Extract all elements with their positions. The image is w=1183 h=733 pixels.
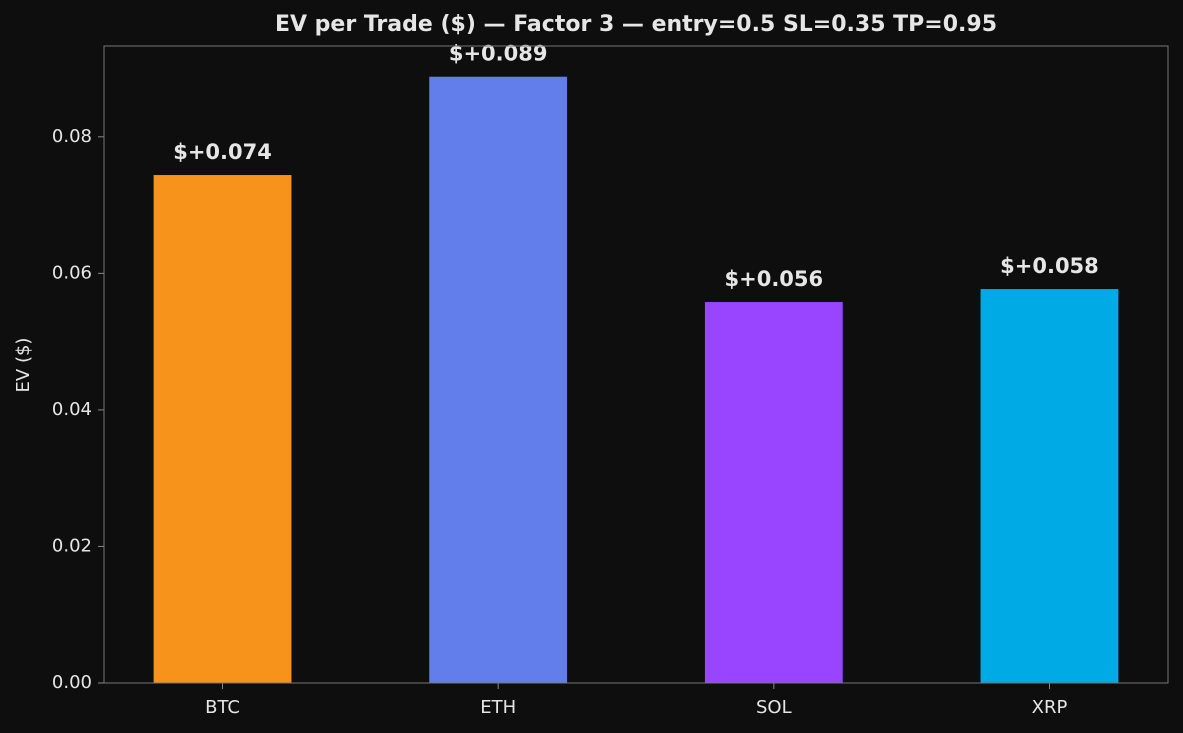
value-label: $+0.089: [449, 42, 548, 66]
bar: [153, 175, 292, 684]
bar: [429, 76, 568, 684]
x-tick-label: XRP: [1032, 697, 1068, 718]
bar: [980, 289, 1119, 683]
y-tick-label: 0.00: [52, 672, 92, 693]
y-tick-label: 0.04: [52, 399, 92, 420]
y-tick-label: 0.08: [52, 126, 92, 147]
value-label: $+0.056: [725, 267, 824, 291]
plot-frame: [103, 45, 1169, 684]
x-tick-label: BTC: [205, 697, 240, 718]
chart-title: EV per Trade ($) — Factor 3 — entry=0.5 …: [275, 12, 997, 37]
y-tick-label: 0.02: [52, 535, 92, 556]
value-label: $+0.074: [173, 140, 272, 164]
y-axis-label: EV ($): [13, 338, 34, 393]
y-tick-label: 0.06: [52, 262, 92, 283]
value-label: $+0.058: [1000, 254, 1099, 278]
bar: [704, 302, 843, 683]
x-tick-label: ETH: [480, 697, 516, 718]
x-tick-label: SOL: [756, 697, 792, 718]
